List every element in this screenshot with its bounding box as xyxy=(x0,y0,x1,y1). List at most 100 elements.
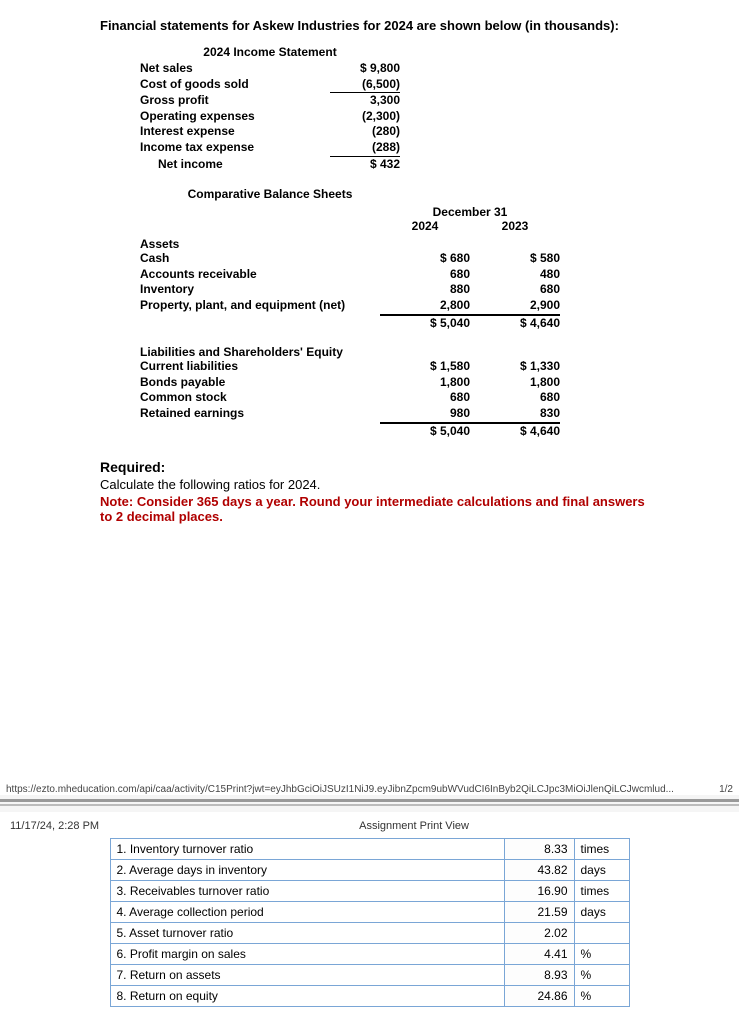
bs-label: Property, plant, and equipment (net) xyxy=(140,298,380,315)
bs-value: $ 580 xyxy=(470,251,560,267)
page-number: 1/2 xyxy=(719,784,733,795)
answer-value: 21.59 xyxy=(504,902,574,923)
answer-row: 2. Average days in inventory43.82days xyxy=(110,860,629,881)
bs-value: $ 680 xyxy=(380,251,470,267)
bs-value: $ 1,580 xyxy=(380,359,470,375)
timestamp: 11/17/24, 2:28 PM xyxy=(10,820,99,832)
header-row: 11/17/24, 2:28 PM Assignment Print View xyxy=(10,820,729,832)
answer-label: 6. Profit margin on sales xyxy=(110,944,504,965)
liab-heading: Liabilities and Shareholders' Equity xyxy=(140,345,560,359)
income-row: Net income$ 432 xyxy=(140,157,400,173)
required-line1: Calculate the following ratios for 2024. xyxy=(100,477,660,492)
page-1: Financial statements for Askew Industrie… xyxy=(0,0,739,795)
answer-label: 4. Average collection period xyxy=(110,902,504,923)
answer-value: 2.02 xyxy=(504,923,574,944)
answer-value: 16.90 xyxy=(504,881,574,902)
bs-row: Inventory880680 xyxy=(140,282,560,298)
bs-row: $ 5,040$ 4,640 xyxy=(140,315,560,332)
required-heading: Required: xyxy=(100,459,660,475)
income-value: 3,300 xyxy=(330,93,400,109)
answer-row: 3. Receivables turnover ratio16.90times xyxy=(110,881,629,902)
bs-value: $ 5,040 xyxy=(380,423,470,440)
income-row: Income tax expense(288) xyxy=(140,140,400,157)
answer-value: 4.41 xyxy=(504,944,574,965)
income-label: Interest expense xyxy=(140,124,330,140)
bs-value: 480 xyxy=(470,267,560,283)
bs-label xyxy=(140,315,380,332)
income-row: Operating expenses(2,300) xyxy=(140,109,400,125)
bs-value: $ 5,040 xyxy=(380,315,470,332)
answer-value: 8.93 xyxy=(504,965,574,986)
income-statement-title: 2024 Income Statement xyxy=(140,45,400,59)
answer-unit: % xyxy=(574,965,629,986)
bs-label: Cash xyxy=(140,251,380,267)
assets-heading: Assets xyxy=(140,237,560,251)
bs-value: 1,800 xyxy=(470,375,560,391)
bs-value: 830 xyxy=(470,406,560,423)
answer-row: 8. Return on equity24.86% xyxy=(110,986,629,1007)
bs-row: Common stock680680 xyxy=(140,390,560,406)
required-note: Note: Consider 365 days a year. Round yo… xyxy=(100,494,660,524)
income-label: Income tax expense xyxy=(140,140,330,157)
bs-label: Inventory xyxy=(140,282,380,298)
bs-label: Bonds payable xyxy=(140,375,380,391)
answer-row: 5. Asset turnover ratio2.02 xyxy=(110,923,629,944)
bs-row: Retained earnings980830 xyxy=(140,406,560,423)
income-row: Gross profit3,300 xyxy=(140,93,400,109)
income-value: (288) xyxy=(330,140,400,157)
answers-table: 1. Inventory turnover ratio8.33times2. A… xyxy=(110,838,630,1007)
answer-unit: times xyxy=(574,839,629,860)
assignment-print-view: Assignment Print View xyxy=(99,820,729,832)
income-row: Cost of goods sold(6,500) xyxy=(140,77,400,94)
bs-row: $ 5,040$ 4,640 xyxy=(140,423,560,440)
required-block: Required: Calculate the following ratios… xyxy=(100,459,660,524)
answer-label: 8. Return on equity xyxy=(110,986,504,1007)
bs-row: Accounts receivable680480 xyxy=(140,267,560,283)
bs-value: $ 1,330 xyxy=(470,359,560,375)
bs-value: 1,800 xyxy=(380,375,470,391)
answer-unit: days xyxy=(574,902,629,923)
answer-unit: % xyxy=(574,944,629,965)
answer-value: 8.33 xyxy=(504,839,574,860)
footer: https://ezto.mheducation.com/api/caa/act… xyxy=(6,784,733,795)
income-value: (6,500) xyxy=(330,77,400,94)
bs-row: Property, plant, and equipment (net)2,80… xyxy=(140,298,560,315)
answer-label: 1. Inventory turnover ratio xyxy=(110,839,504,860)
answer-value: 24.86 xyxy=(504,986,574,1007)
bs-label: Accounts receivable xyxy=(140,267,380,283)
answer-label: 5. Asset turnover ratio xyxy=(110,923,504,944)
income-value: (280) xyxy=(330,124,400,140)
income-label: Gross profit xyxy=(140,93,330,109)
bs-value: 680 xyxy=(470,390,560,406)
page-2: 11/17/24, 2:28 PM Assignment Print View … xyxy=(0,812,739,1027)
balance-sheet-title: Comparative Balance Sheets xyxy=(120,187,420,201)
bs-value: 680 xyxy=(380,267,470,283)
income-value: $ 432 xyxy=(330,157,400,173)
bs-label: Current liabilities xyxy=(140,359,380,375)
bs-value: 980 xyxy=(380,406,470,423)
answer-label: 3. Receivables turnover ratio xyxy=(110,881,504,902)
income-row: Net sales$ 9,800 xyxy=(140,61,400,77)
answer-unit: % xyxy=(574,986,629,1007)
bs-row: Cash$ 680$ 580 xyxy=(140,251,560,267)
bs-label: Retained earnings xyxy=(140,406,380,423)
answer-unit: times xyxy=(574,881,629,902)
answer-row: 1. Inventory turnover ratio8.33times xyxy=(110,839,629,860)
income-value: $ 9,800 xyxy=(330,61,400,77)
income-label: Cost of goods sold xyxy=(140,77,330,94)
answer-row: 7. Return on assets8.93% xyxy=(110,965,629,986)
bs-label: Common stock xyxy=(140,390,380,406)
bs-period-header: December 31 xyxy=(140,205,560,219)
bs-row: Current liabilities$ 1,580$ 1,330 xyxy=(140,359,560,375)
bs-label xyxy=(140,423,380,440)
income-row: Interest expense(280) xyxy=(140,124,400,140)
bs-value: $ 4,640 xyxy=(470,423,560,440)
answer-label: 7. Return on assets xyxy=(110,965,504,986)
income-value: (2,300) xyxy=(330,109,400,125)
balance-sheet: December 31 2024 2023 Assets Cash$ 680$ … xyxy=(140,205,560,439)
bs-value: 2,800 xyxy=(380,298,470,315)
bs-row: Bonds payable1,8001,800 xyxy=(140,375,560,391)
bs-value: 680 xyxy=(380,390,470,406)
bs-value: $ 4,640 xyxy=(470,315,560,332)
income-statement: 2024 Income Statement Net sales$ 9,800Co… xyxy=(140,45,400,172)
